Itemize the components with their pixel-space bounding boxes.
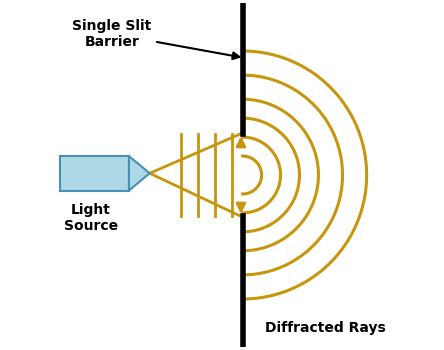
Text: Light
Source: Light Source (64, 203, 118, 233)
Text: Diffracted Rays: Diffracted Rays (265, 321, 386, 335)
Polygon shape (129, 156, 150, 190)
Text: Single Slit
Barrier: Single Slit Barrier (72, 19, 239, 59)
Bar (60, 156, 129, 190)
